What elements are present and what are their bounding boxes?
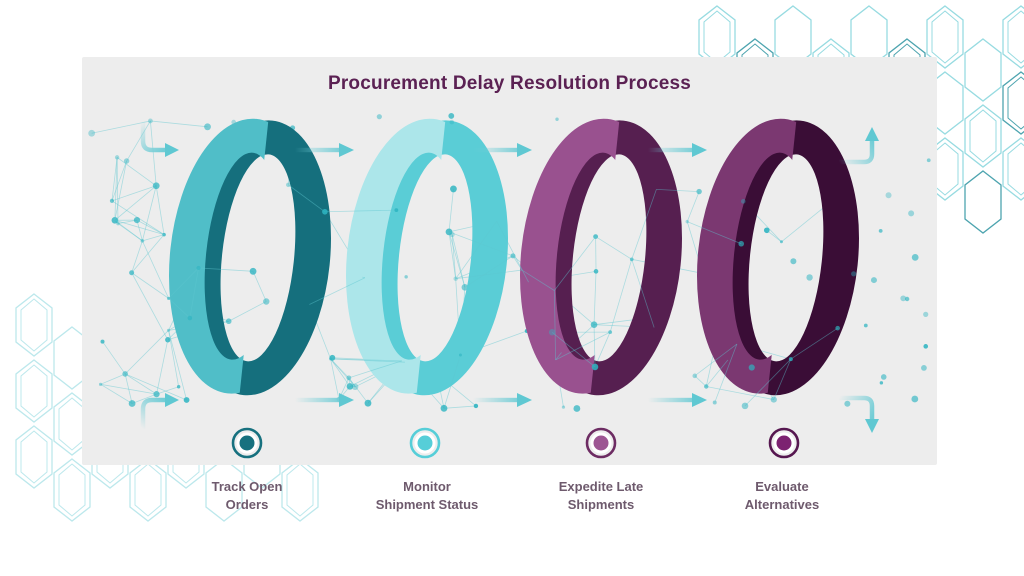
process-diagram [88,111,931,459]
step-label-4: Evaluate Alternatives [672,478,892,513]
page-title: Procurement Delay Resolution Process [327,73,692,94]
elbow-arrow-bottom-right-icon [839,395,879,433]
network-plexus-overlay [88,117,931,412]
step-label-line: Alternatives [744,496,820,512]
step-label-line: Monitor [403,479,451,494]
flow-arrow-right-icon [295,143,354,157]
flow-arrow-right-icon [648,143,707,157]
step-marker-4 [768,427,800,459]
elbow-arrow-bottom-left-icon [140,393,179,429]
flow-arrow-right-icon [473,393,532,407]
step-marker-3 [585,427,617,459]
process-ring-1 [156,111,344,403]
step-marker-1 [231,427,263,459]
flow-arrow-right-icon [295,393,354,407]
step-label-line: Shipments [567,496,635,512]
step-label-line: Shipment Status [375,496,479,512]
step-label-line: Expedite Late [558,479,644,494]
step-label-line: Track Open [211,479,283,494]
step-label-line: Orders [225,496,269,512]
flow-arrow-right-icon [473,143,532,157]
elbow-arrow-top-right-icon [839,127,879,165]
step-label-2: Monitor Shipment Status [317,478,537,513]
diagram-card: Procurement Delay Resolution Process [82,57,937,465]
step-marker-2 [409,427,441,459]
flow-arrow-right-icon [648,393,707,407]
step-label-line: Evaluate [755,479,809,494]
step-label-1: Track Open Orders [137,478,357,513]
step-label-3: Expedite Late Shipments [491,478,711,513]
elbow-arrow-top-left-icon [140,121,179,157]
process-ring-3 [507,111,695,403]
